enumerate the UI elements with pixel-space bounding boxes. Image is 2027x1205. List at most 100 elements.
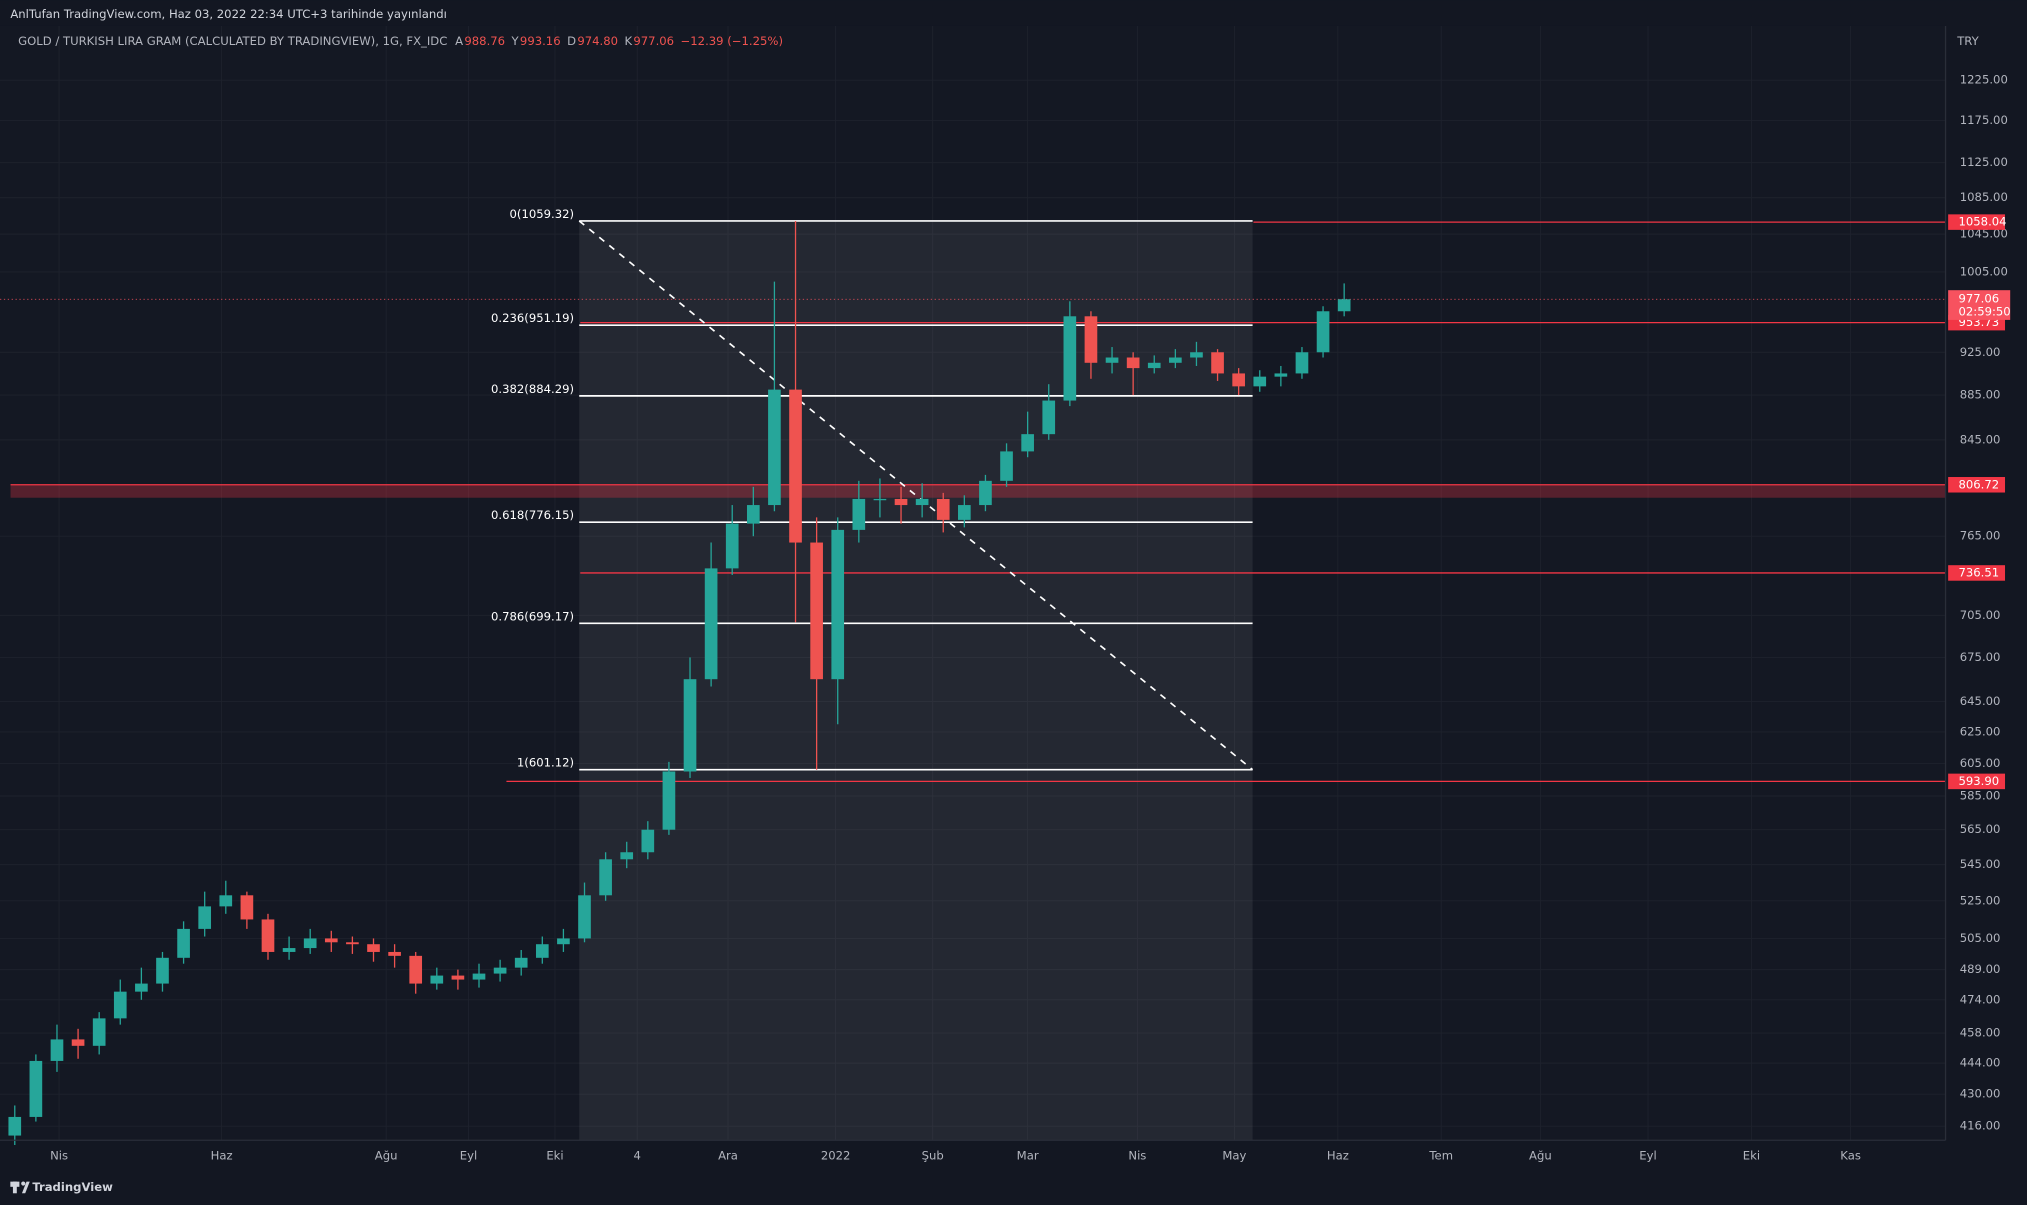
fib-label: 0.786(699.17) — [491, 609, 574, 623]
candle-body — [240, 895, 254, 920]
y-tick-label: 505.00 — [1960, 931, 2001, 945]
candle-body — [535, 944, 549, 958]
fib-region — [579, 220, 1253, 1141]
candle-body — [894, 498, 908, 506]
candle-body — [71, 1039, 85, 1046]
level-label-box — [1948, 565, 2006, 581]
x-tick-label: Nis — [1128, 1148, 1146, 1162]
ohlc-key: A — [455, 34, 463, 48]
level-label-box — [1948, 214, 2006, 230]
axes: 1225.00 1175.00 1125.00 1085.00 1045.00 1005.… — [50, 73, 2011, 1163]
candle-body — [282, 948, 296, 952]
candle-body — [1000, 451, 1013, 481]
candle-body — [1169, 357, 1182, 363]
candle-body — [789, 389, 802, 543]
ohlc-key: K — [624, 34, 632, 48]
candle-body — [1126, 357, 1140, 369]
candle-body — [662, 771, 676, 830]
candle-body — [1190, 352, 1203, 358]
candle-body — [620, 852, 634, 860]
candle-body — [514, 957, 528, 968]
x-tick-label: Kas — [1840, 1148, 1861, 1162]
logo: TradingView — [10, 1180, 113, 1194]
candle-body — [1232, 373, 1245, 387]
y-tick-label: 1085.00 — [1960, 190, 2008, 204]
fib-label: 0.382(884.29) — [491, 382, 574, 396]
x-tick-label: 2022 — [821, 1148, 851, 1162]
y-tick-label: 705.00 — [1960, 608, 2001, 622]
x-tick-label: Ara — [718, 1148, 738, 1162]
x-tick-label: Haz — [1327, 1148, 1349, 1162]
candle-body — [493, 967, 507, 974]
candle-body — [135, 983, 148, 992]
x-tick-label: Eyl — [460, 1148, 477, 1162]
fib-label: 0(1059.32) — [510, 207, 575, 221]
candle-body — [578, 895, 591, 939]
y-tick-label: 444.00 — [1960, 1056, 2001, 1070]
level-label: 736.51 — [1958, 565, 1999, 579]
y-tick-label: 489.00 — [1960, 962, 2001, 976]
candle-body — [409, 955, 423, 984]
y-tick-label: 885.00 — [1960, 388, 2001, 402]
ohlc-key: Y — [511, 34, 520, 48]
candle-body — [683, 679, 697, 772]
candle-body — [177, 928, 190, 958]
candle-body — [1274, 373, 1288, 377]
countdown: 02:59:50 — [1958, 305, 2010, 319]
ohlc-value: 977.06 — [633, 34, 674, 48]
x-tick-label: Ağu — [375, 1148, 398, 1162]
fib-label: 0.618(776.15) — [491, 508, 574, 522]
fib-label: 1(601.12) — [517, 756, 574, 770]
candle-body — [261, 919, 275, 952]
ohlc-value: 993.16 — [520, 34, 561, 48]
candle-body — [725, 523, 739, 569]
candle-body — [303, 938, 317, 949]
x-tick-label: Eyl — [1639, 1148, 1656, 1162]
logo-icon — [12, 1181, 17, 1194]
y-tick-label: 925.00 — [1960, 345, 2001, 359]
current-price-label: 977.06 — [1958, 292, 1999, 306]
candle-body — [958, 505, 971, 520]
logo-icon — [21, 1181, 30, 1194]
y-tick-label: 585.00 — [1960, 789, 2001, 803]
level-label: 806.72 — [1958, 477, 1999, 491]
y-tick-label: 645.00 — [1960, 694, 2001, 708]
y-tick-label: 545.00 — [1960, 857, 2001, 871]
logo-text: TradingView — [32, 1180, 113, 1194]
y-tick-label: 1225.00 — [1960, 73, 2008, 87]
x-tick-label: Nis — [50, 1148, 68, 1162]
symbol-title: GOLD / TURKISH LIRA GRAM (CALCULATED BY … — [18, 34, 447, 48]
candle-body — [8, 1116, 22, 1136]
level-label-box — [1948, 477, 2006, 493]
x-tick-label: Tem — [1428, 1148, 1453, 1162]
plot-area — [0, 25, 1946, 1141]
candle-body — [451, 975, 465, 980]
candle-body — [1211, 352, 1224, 374]
logo-icon — [21, 1181, 26, 1186]
candle-body — [219, 895, 233, 907]
x-tick-label: 4 — [634, 1148, 641, 1162]
candle-body — [388, 951, 401, 956]
candle-body — [599, 859, 612, 896]
candle-body — [979, 480, 992, 506]
candle-body — [1105, 357, 1119, 363]
x-tick-label: Mar — [1017, 1148, 1039, 1162]
x-tick-label: Şub — [922, 1148, 944, 1162]
candle-body — [1021, 434, 1034, 452]
level-zone — [10, 484, 1946, 498]
candle-body — [367, 944, 380, 952]
y-tick-label: 525.00 — [1960, 893, 2001, 907]
fib-trend-line — [578, 220, 1254, 771]
publisher: AnlTufan TradingView.com, Haz 03, 2022 2… — [10, 7, 447, 21]
ohlc-value: 974.80 — [577, 34, 618, 48]
candle-body — [1295, 352, 1309, 374]
candle-body — [1063, 316, 1077, 401]
y-tick-label: 458.00 — [1960, 1026, 2001, 1040]
candle-body — [936, 498, 950, 520]
candle-body — [198, 906, 212, 929]
candle-body — [873, 498, 887, 501]
fib-label: 0.236(951.19) — [491, 311, 574, 325]
currency: TRY — [1956, 34, 1979, 48]
candle-body — [1253, 376, 1267, 387]
